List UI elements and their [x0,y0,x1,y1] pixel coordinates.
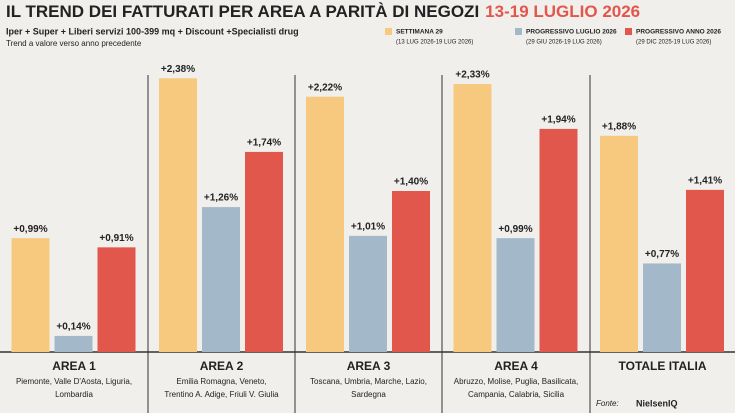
value-label: +0,14% [56,322,90,333]
legend-period: (29 DIC 2025-19 LUG 2026) [636,40,711,46]
region-label: Sardegna [351,390,386,399]
bar [539,128,578,352]
region-label: Toscana, Umbria, Marche, Lazio, [310,377,427,386]
subtitle: Iper + Super + Liberi servizi 100-399 mq… [6,26,299,36]
category-label: AREA 2 [200,359,244,373]
bar [11,238,50,352]
bar [349,235,387,352]
bar [686,189,724,352]
note: Trend a valore verso anno precedente [6,39,142,48]
bar [453,84,492,353]
legend-period: (29 GIU 2026-19 LUG 2026) [526,40,602,46]
value-label: +1,40% [394,177,428,188]
value-label: +1,26% [204,193,238,204]
title-highlight: 13-19 LUGLIO 2026 [485,2,640,21]
legend-swatch [625,28,632,35]
legend-period: (13 LUG 2026-19 LUG 2026) [396,40,473,46]
region-label: Piemonte, Valle D'Aosta, Liguria, [16,377,132,386]
bar [245,151,283,352]
legend-label: PROGRESSIVO ANNO 2026 [636,29,721,36]
bar [392,191,430,352]
bar [306,96,344,352]
legend-swatch [385,28,392,35]
value-label: +0,99% [498,224,532,235]
value-label: +2,38% [161,64,195,75]
category-label: AREA 4 [494,359,538,373]
bar [496,238,535,352]
chart-title: IL TREND DEI FATTURATI PER AREA A PARITÀ… [6,2,640,21]
value-label: +2,33% [455,70,489,81]
value-label: +1,94% [541,115,575,126]
value-label: +2,22% [308,82,342,93]
legend-label: SETTIMANA 29 [396,29,443,36]
value-label: +0,91% [99,233,133,244]
legend-swatch [515,28,522,35]
title-main: IL TREND DEI FATTURATI PER AREA A PARITÀ… [6,2,479,21]
category-label: AREA 3 [347,359,391,373]
category-label: AREA 1 [52,359,96,373]
bar [643,263,681,352]
value-label: +1,88% [602,121,636,132]
source-label: Fonte: [596,399,619,408]
source: NielsenIQ [636,398,678,408]
region-label: Abruzzo, Molise, Puglia, Basilicata, [454,377,579,386]
region-label: Trentino A. Adige, Friuli V. Giulia [164,390,279,399]
value-label: +1,74% [247,138,281,149]
value-label: +0,77% [645,249,679,260]
category-label: TOTALE ITALIA [619,359,707,373]
region-label: Campania, Calabria, Sicilia [468,390,565,399]
bar [97,247,136,352]
region-label: Emilia Romagna, Veneto, [176,377,266,386]
value-label: +0,99% [13,224,47,235]
value-label: +1,01% [351,221,385,232]
value-label: +1,41% [688,175,722,186]
bar [202,207,240,352]
bar [159,78,197,353]
region-label: Lombardia [55,390,93,399]
bar [54,335,93,352]
legend-label: PROGRESSIVO LUGLIO 2026 [526,29,617,36]
bar [600,135,638,352]
